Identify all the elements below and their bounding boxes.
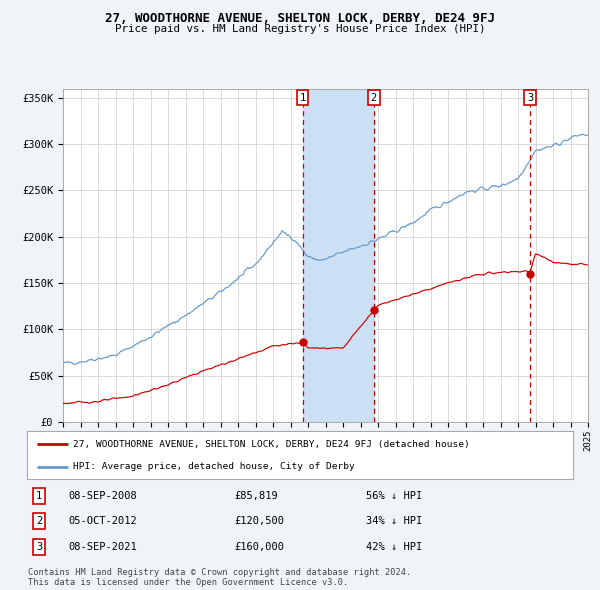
Text: 1: 1 — [36, 491, 42, 501]
Text: 05-OCT-2012: 05-OCT-2012 — [68, 516, 137, 526]
Text: 3: 3 — [527, 93, 533, 103]
Bar — [302, 88, 374, 422]
Text: 27, WOODTHORNE AVENUE, SHELTON LOCK, DERBY, DE24 9FJ: 27, WOODTHORNE AVENUE, SHELTON LOCK, DER… — [105, 12, 495, 25]
Text: Price paid vs. HM Land Registry's House Price Index (HPI): Price paid vs. HM Land Registry's House … — [115, 24, 485, 34]
Text: £120,500: £120,500 — [235, 516, 284, 526]
Text: 2: 2 — [36, 516, 42, 526]
Text: £160,000: £160,000 — [235, 542, 284, 552]
Text: HPI: Average price, detached house, City of Derby: HPI: Average price, detached house, City… — [73, 463, 355, 471]
Text: 3: 3 — [36, 542, 42, 552]
Text: 34% ↓ HPI: 34% ↓ HPI — [365, 516, 422, 526]
Text: 08-SEP-2008: 08-SEP-2008 — [68, 491, 137, 501]
Text: 2: 2 — [371, 93, 377, 103]
Text: This data is licensed under the Open Government Licence v3.0.: This data is licensed under the Open Gov… — [28, 578, 349, 587]
Text: £85,819: £85,819 — [235, 491, 278, 501]
Text: 08-SEP-2021: 08-SEP-2021 — [68, 542, 137, 552]
Text: 1: 1 — [299, 93, 306, 103]
Text: 27, WOODTHORNE AVENUE, SHELTON LOCK, DERBY, DE24 9FJ (detached house): 27, WOODTHORNE AVENUE, SHELTON LOCK, DER… — [73, 440, 470, 449]
Text: Contains HM Land Registry data © Crown copyright and database right 2024.: Contains HM Land Registry data © Crown c… — [28, 568, 412, 576]
Text: 42% ↓ HPI: 42% ↓ HPI — [365, 542, 422, 552]
Text: 56% ↓ HPI: 56% ↓ HPI — [365, 491, 422, 501]
